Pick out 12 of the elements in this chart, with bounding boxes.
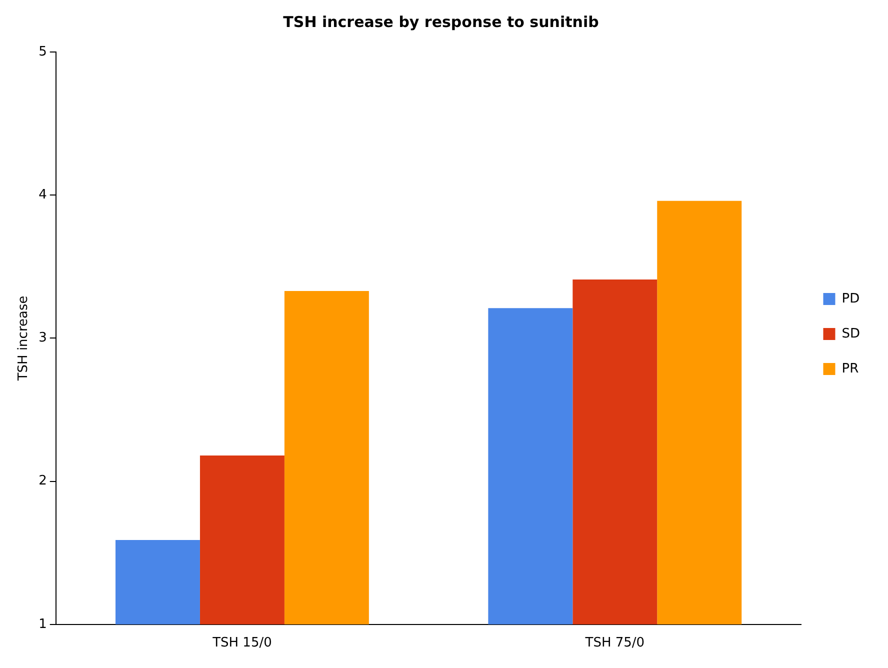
y-tick-label: 5 bbox=[38, 44, 47, 60]
chart-title: TSH increase by response to sunitnib bbox=[283, 12, 600, 31]
y-tick-label: 4 bbox=[38, 187, 47, 202]
legend-label: PD bbox=[842, 291, 860, 306]
legend-label: PR bbox=[842, 361, 859, 376]
x-tick-label: TSH 15/0 bbox=[212, 636, 272, 651]
x-tick-label: TSH 75/0 bbox=[584, 636, 645, 651]
y-tick-label: 1 bbox=[38, 616, 47, 632]
legend-label: SD bbox=[842, 326, 860, 342]
y-tick-label: 3 bbox=[38, 330, 47, 346]
y-tick-label: 2 bbox=[38, 474, 47, 489]
y-axis-title: TSH increase bbox=[16, 296, 32, 382]
